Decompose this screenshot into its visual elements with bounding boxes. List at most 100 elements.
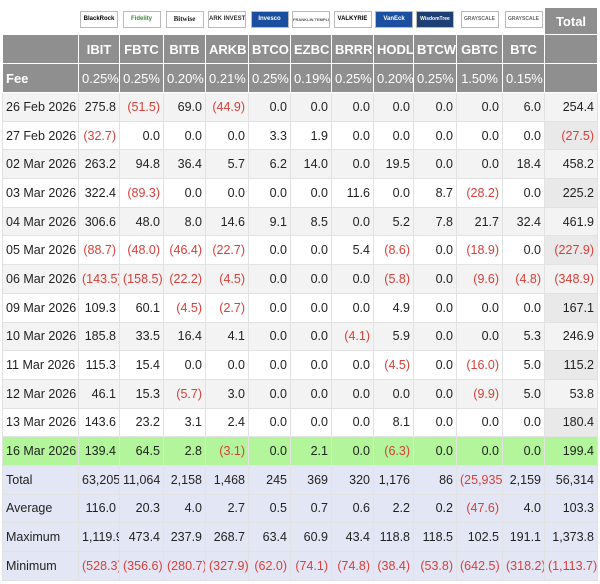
flow-value: 1.9 xyxy=(290,120,332,151)
flow-value: 139.4 xyxy=(78,436,120,466)
flow-value: 48.0 xyxy=(119,206,164,237)
flow-value: (4.1) xyxy=(331,321,374,352)
flow-value: 5.0 xyxy=(502,378,545,409)
summary-value: 320 xyxy=(331,464,374,495)
flow-value: (5.8) xyxy=(373,264,414,294)
flow-value: (9.6) xyxy=(456,264,503,294)
flow-value: (4.8) xyxy=(502,264,545,294)
flow-value: 15.3 xyxy=(119,378,164,409)
summary-row: Average 116.0 20.3 4.0 2.7 0.5 0.7 0.6 2.2 0.2 (47… xyxy=(2,493,598,524)
flow-value: (22.7) xyxy=(205,235,249,266)
flow-value: (6.3) xyxy=(373,436,414,466)
flow-value: 0.0 xyxy=(290,292,332,323)
logo-cell: Bitwise xyxy=(163,7,206,35)
date: 10 Mar 2026 xyxy=(2,321,79,352)
flow-row: 04 Mar 2026 306.6 48.0 8.0 14.6 9.1 8.5 0.0 5.2 7… xyxy=(2,206,598,237)
summary-value: (74.8) xyxy=(331,551,374,581)
summary-value: (356.6) xyxy=(119,551,164,581)
logo-cell: WisdomTree xyxy=(413,7,457,35)
summary-value: 473.4 xyxy=(119,522,164,552)
flow-value: 0.0 xyxy=(413,120,457,151)
flow-value: 0.0 xyxy=(248,321,291,352)
fee-value: 0.25% xyxy=(331,63,374,93)
flow-value: 275.8 xyxy=(78,92,120,122)
flow-value: 0.0 xyxy=(248,264,291,294)
flow-value: 0.0 xyxy=(331,436,374,466)
summary-value: (53.8) xyxy=(413,551,457,581)
flow-value: (28.2) xyxy=(456,178,503,208)
flow-value: (46.4) xyxy=(163,235,206,266)
corner-cell xyxy=(2,7,79,35)
flow-value: 0.0 xyxy=(290,407,332,438)
flow-value: (158.5) xyxy=(119,264,164,294)
flow-value: 185.8 xyxy=(78,321,120,352)
fee-value: 0.19% xyxy=(290,63,332,93)
summary-value: 1,119.9 xyxy=(78,522,120,552)
issuer-logo: GRAYSCALE xyxy=(460,11,499,28)
flow-value: 0.0 xyxy=(413,264,457,294)
summary-value: 191.1 xyxy=(502,522,545,552)
flow-value: 0.0 xyxy=(205,350,249,380)
issuer-logo: VALKYRIE xyxy=(333,11,372,28)
flow-value: 3.0 xyxy=(205,378,249,409)
date: 27 Feb 2026 xyxy=(2,120,79,151)
flow-value: 0.0 xyxy=(373,378,414,409)
flow-value: 5.2 xyxy=(373,206,414,237)
flow-value: 0.0 xyxy=(456,92,503,122)
flow-row: 27 Feb 2026 (32.7) 0.0 0.0 0.0 3.3 1.9 0.0 0.0 0.… xyxy=(2,120,598,151)
summary-value: 118.5 xyxy=(413,522,457,552)
flow-value: 0.0 xyxy=(502,235,545,266)
flow-value: 0.0 xyxy=(456,436,503,466)
ticker: FBTC xyxy=(119,34,164,64)
summary-value: (528.3) xyxy=(78,551,120,581)
summary-value: 2,159 xyxy=(502,464,545,495)
flow-value: 0.0 xyxy=(290,350,332,380)
date: 02 Mar 2026 xyxy=(2,149,79,180)
flow-value: 0.0 xyxy=(248,350,291,380)
flow-value: 0.0 xyxy=(413,436,457,466)
flow-value: 0.0 xyxy=(502,292,545,323)
flow-value: 0.0 xyxy=(248,92,291,122)
flow-value: (9.9) xyxy=(456,378,503,409)
flow-value: (4.5) xyxy=(373,350,414,380)
fee-value: 0.20% xyxy=(373,63,414,93)
issuer-logo: ARK INVEST xyxy=(208,11,246,28)
summary-value: (327.9) xyxy=(205,551,249,581)
row-total: 246.9 xyxy=(544,321,598,352)
flow-value: 0.0 xyxy=(248,378,291,409)
summary-value: 11,064 xyxy=(119,464,164,495)
flow-row: 03 Mar 2026 322.4 (89.3) 0.0 0.0 0.0 0.0 11.6 0.… xyxy=(2,178,598,208)
summary-value: 4.0 xyxy=(163,493,206,524)
summary-value: 118.8 xyxy=(373,522,414,552)
flow-value: 0.0 xyxy=(163,350,206,380)
flow-value: 0.0 xyxy=(248,292,291,323)
flow-value: 0.0 xyxy=(331,206,374,237)
date: 03 Mar 2026 xyxy=(2,178,79,208)
fee-value: 0.25% xyxy=(119,63,164,93)
flow-value: 0.0 xyxy=(248,436,291,466)
flow-value: (18.9) xyxy=(456,235,503,266)
flow-value: 36.4 xyxy=(163,149,206,180)
summary-value: (1,113.7) xyxy=(544,551,598,581)
row-total: 115.2 xyxy=(544,350,598,380)
flow-value: 16.4 xyxy=(163,321,206,352)
fee-value: 0.15% xyxy=(502,63,545,93)
flow-row: 13 Mar 2026 143.6 23.2 3.1 2.4 0.0 0.0 0.0 8.1 0.… xyxy=(2,407,598,438)
flow-value: 0.0 xyxy=(413,292,457,323)
flow-row: 11 Mar 2026 115.3 15.4 0.0 0.0 0.0 0.0 0.0 (4.5)… xyxy=(2,350,598,380)
logo-cell: Invesco xyxy=(248,7,291,35)
flow-value: 0.0 xyxy=(119,120,164,151)
flow-value: 14.6 xyxy=(205,206,249,237)
logo-row: BlackRock Fidelity Bitwise ARK INVEST Invesc… xyxy=(2,7,598,35)
fee-value: 0.21% xyxy=(205,63,249,93)
ticker: BRRR xyxy=(331,34,374,64)
summary-value: 1,468 xyxy=(205,464,249,495)
flow-value: 11.6 xyxy=(331,178,374,208)
summary-value: 0.7 xyxy=(290,493,332,524)
summary-value: 20.3 xyxy=(119,493,164,524)
fee-value: 0.25% xyxy=(413,63,457,93)
logo-cell: VanEck xyxy=(373,7,414,35)
flow-value: 143.6 xyxy=(78,407,120,438)
flow-value: 0.0 xyxy=(456,149,503,180)
flow-value: 0.0 xyxy=(248,178,291,208)
